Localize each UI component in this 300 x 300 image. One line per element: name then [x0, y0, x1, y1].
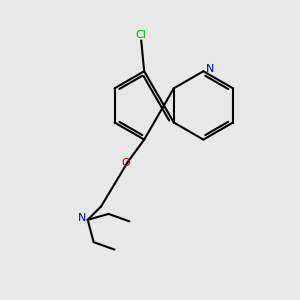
Text: Cl: Cl [136, 30, 147, 40]
Text: N: N [78, 213, 86, 223]
Text: N: N [206, 64, 214, 74]
Text: O: O [121, 158, 130, 168]
